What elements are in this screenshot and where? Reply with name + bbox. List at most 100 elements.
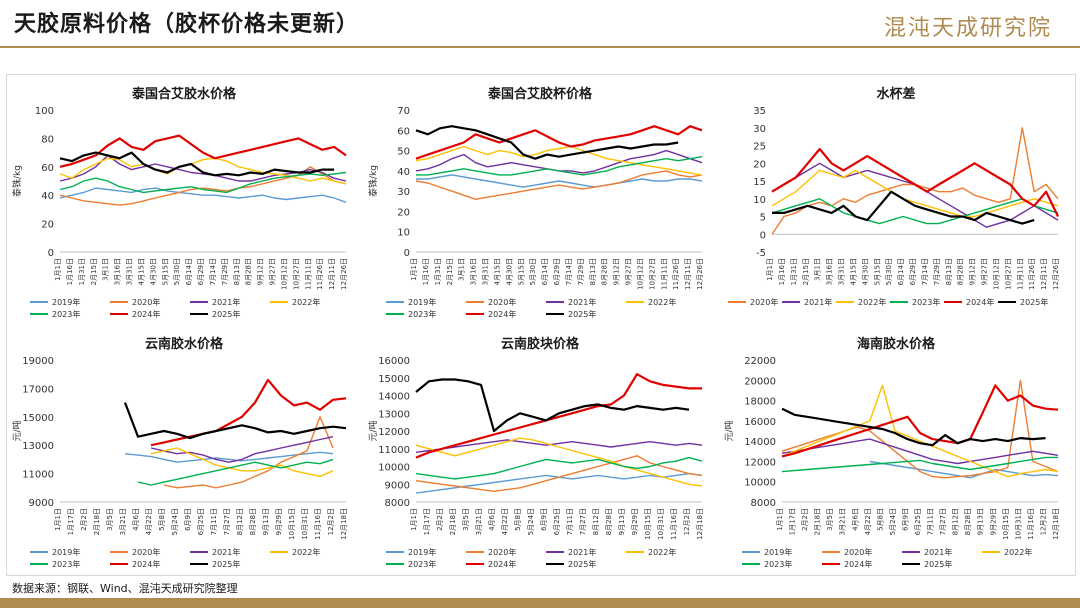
x-tick-label: 8月12日 bbox=[592, 508, 600, 535]
legend-label: 2022年 bbox=[292, 547, 320, 557]
series-line bbox=[415, 455, 703, 492]
x-tick-label: 2月2日 bbox=[801, 508, 809, 531]
y-axis-label: 元/吨 bbox=[11, 420, 23, 441]
legend-label: 2025年 bbox=[212, 559, 240, 569]
legend-label: 2020年 bbox=[844, 547, 872, 557]
y-tick-label: 20 bbox=[41, 220, 54, 231]
series-line bbox=[416, 156, 703, 176]
x-tick-label: 1月1日 bbox=[54, 508, 62, 531]
x-tick-label: 3月31日 bbox=[126, 258, 134, 285]
legend-label: 2021年 bbox=[568, 297, 596, 307]
chart-title: 水杯差 bbox=[876, 86, 915, 102]
y-tick-label: 15 bbox=[753, 177, 766, 188]
x-tick-label: 1月16日 bbox=[778, 258, 786, 285]
x-tick-label: 1月1日 bbox=[766, 258, 774, 281]
x-tick-label: 12月2日 bbox=[683, 508, 691, 535]
y-tick-label: 100 bbox=[35, 106, 54, 117]
chart-svg: 海南胶水价格 8000 10000 12000 14000 16000 18000 20000… bbox=[723, 336, 1060, 569]
x-tick-label: 6月9日 bbox=[184, 508, 192, 531]
series-line bbox=[771, 147, 1059, 217]
x-tick-label: 8月28日 bbox=[249, 508, 257, 535]
y-tick-label: 22000 bbox=[744, 356, 776, 367]
legend-label: 2025年 bbox=[568, 559, 596, 569]
y-tick-label: 30 bbox=[753, 124, 766, 135]
chart-panel-thai-latex: 泰国合艾胶水价格 0 20 40 60 80 100 泰铢/kg 1月1日 1月16日 1月31日 2… bbox=[8, 76, 360, 322]
x-tick-label: 8月13日 bbox=[589, 258, 597, 285]
x-tick-label: 10月15日 bbox=[1002, 508, 1010, 540]
x-tick-label: 10月31日 bbox=[301, 508, 309, 540]
legend-label: 2022年 bbox=[1004, 547, 1032, 557]
series-line bbox=[781, 384, 1059, 478]
legend-label: 2022年 bbox=[858, 297, 886, 307]
x-tick-label: 3月1日 bbox=[102, 258, 110, 281]
series-line bbox=[415, 125, 679, 160]
y-tick-label: 15000 bbox=[22, 413, 54, 424]
x-tick-label: 9月12日 bbox=[257, 258, 265, 285]
x-tick-label: 9月29日 bbox=[989, 508, 997, 535]
legend-label: 2024年 bbox=[966, 297, 994, 307]
legend-label: 2023年 bbox=[52, 309, 80, 319]
y-tick-label: 11000 bbox=[22, 470, 54, 481]
legend-label: 2023年 bbox=[52, 559, 80, 569]
data-source-note: 数据来源：钢联、Wind、混沌天成研究院整理 bbox=[12, 582, 238, 595]
x-tick-label: 10月31日 bbox=[657, 508, 665, 540]
legend-label: 2020年 bbox=[488, 297, 516, 307]
legend-label: 2025年 bbox=[568, 309, 596, 319]
series-line bbox=[415, 125, 703, 160]
x-tick-label: 2月18日 bbox=[814, 508, 822, 535]
legend-label: 2022年 bbox=[648, 547, 676, 557]
series-line bbox=[771, 198, 1059, 225]
x-tick-label: 6月25日 bbox=[197, 508, 205, 535]
x-tick-label: 4月15日 bbox=[849, 258, 857, 285]
x-tick-label: 4月30日 bbox=[505, 258, 513, 285]
x-tick-label: 2月15日 bbox=[446, 258, 454, 285]
x-tick-label: 6月14日 bbox=[185, 258, 193, 285]
x-tick-label: 10月27日 bbox=[1004, 258, 1012, 290]
x-tick-label: 11月26日 bbox=[672, 258, 680, 290]
series-line bbox=[150, 378, 347, 447]
series-line bbox=[415, 373, 702, 459]
chart-svg: 云南胶块价格 8000 9000 10000 11000 12000 13000 14000 1… bbox=[367, 336, 704, 569]
x-tick-label: 5月24日 bbox=[171, 508, 179, 535]
x-tick-label: 8月28日 bbox=[964, 508, 972, 535]
y-tick-label: 0 bbox=[760, 230, 766, 241]
x-tick-label: 11月11日 bbox=[660, 258, 668, 290]
x-tick-label: 12月26日 bbox=[696, 258, 704, 290]
x-tick-label: 5月8日 bbox=[158, 508, 166, 531]
x-tick-label: 7月11日 bbox=[566, 508, 574, 535]
x-tick-label: 6月9日 bbox=[901, 508, 909, 531]
y-tick-label: 20000 bbox=[744, 376, 776, 387]
legend-label: 2019年 bbox=[52, 297, 80, 307]
x-tick-label: 4月15日 bbox=[137, 258, 145, 285]
x-tick-label: 9月27日 bbox=[625, 258, 633, 285]
x-tick-label: 8月28日 bbox=[605, 508, 613, 535]
x-tick-label: 11月11日 bbox=[304, 258, 312, 290]
x-tick-label: 5月30日 bbox=[885, 258, 893, 285]
chart-svg: 水杯差 -5 0 5 10 15 20 25 30 35 1月1日 1月16日 1月31日 2月15日 3月… bbox=[728, 86, 1060, 307]
x-tick-label: 10月15日 bbox=[288, 508, 296, 540]
x-tick-label: 3月1日 bbox=[814, 258, 822, 281]
x-tick-label: 3月21日 bbox=[839, 508, 847, 535]
chart-title: 云南胶水价格 bbox=[145, 336, 224, 352]
y-tick-label: 12000 bbox=[378, 427, 410, 438]
series-line bbox=[415, 437, 703, 487]
legend-label: 2024年 bbox=[488, 559, 516, 569]
y-tick-label: 13000 bbox=[22, 441, 54, 452]
chart-title: 泰国合艾胶杯价格 bbox=[487, 86, 593, 102]
x-tick-label: 5月15日 bbox=[873, 258, 881, 285]
x-tick-label: 5月30日 bbox=[173, 258, 181, 285]
y-tick-label: 10 bbox=[397, 228, 410, 239]
x-tick-label: 11月16日 bbox=[314, 508, 322, 540]
x-tick-label: 8月28日 bbox=[245, 258, 253, 285]
y-tick-label: 16000 bbox=[378, 356, 410, 367]
y-tick-label: 10 bbox=[753, 195, 766, 206]
x-tick-label: 9月27日 bbox=[269, 258, 277, 285]
x-tick-label: 12月11日 bbox=[328, 258, 336, 290]
x-tick-label: 7月29日 bbox=[221, 258, 229, 285]
legend-label: 2024年 bbox=[132, 559, 160, 569]
x-tick-label: 4月22日 bbox=[864, 508, 872, 535]
series-line bbox=[781, 407, 1046, 447]
x-tick-label: 4月6日 bbox=[132, 508, 140, 531]
x-tick-label: 2月18日 bbox=[93, 508, 101, 535]
x-tick-label: 3月5日 bbox=[826, 508, 834, 531]
